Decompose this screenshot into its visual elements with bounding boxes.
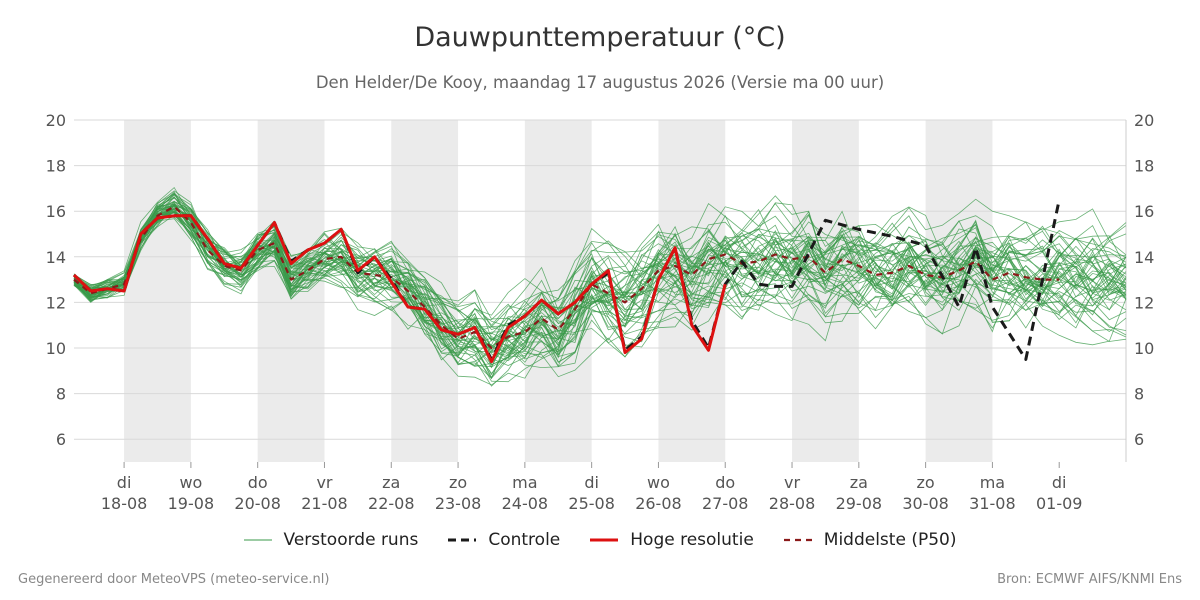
x-tick-date: 31-08 — [969, 494, 1016, 513]
x-tick-date: 01-09 — [1036, 494, 1083, 513]
y-tick-label-left: 12 — [46, 293, 66, 312]
ensemble-member-line — [73, 202, 1127, 356]
median-series-line — [73, 205, 1060, 350]
x-tick-day: di — [584, 473, 599, 492]
y-tick-label-right: 8 — [1134, 385, 1144, 404]
legend-item-high-res: Hoge resolutie — [590, 530, 754, 550]
legend-swatch-median — [783, 538, 812, 542]
x-tick-date: 20-08 — [234, 494, 281, 513]
x-tick-day: ma — [512, 473, 537, 492]
legend-item-control: Controle — [448, 530, 560, 550]
x-tick-day: za — [850, 473, 868, 492]
x-tick-date: 18-08 — [101, 494, 148, 513]
x-tick-day: do — [248, 473, 268, 492]
x-tick-day: zo — [449, 473, 467, 492]
chart-title: Dauwpunttemperatuur (°C) — [414, 22, 786, 53]
y-tick-label-right: 6 — [1134, 430, 1144, 449]
x-tick-day: di — [117, 473, 132, 492]
x-tick-date: 24-08 — [502, 494, 549, 513]
chart-subtitle: Den Helder/De Kooy, maandag 17 augustus … — [315, 73, 885, 92]
x-tick-date: 29-08 — [836, 494, 883, 513]
y-tick-label-left: 16 — [46, 202, 66, 221]
x-tick-date: 27-08 — [702, 494, 749, 513]
x-tick-date: 25-08 — [568, 494, 615, 513]
x-tick-day: di — [1052, 473, 1067, 492]
y-tick-label-left: 8 — [56, 385, 66, 404]
ensemble-member-line — [73, 216, 1127, 359]
x-tick-date: 26-08 — [635, 494, 682, 513]
chart-legend: Verstoorde runs Controle Hoge resolutie … — [0, 530, 1200, 550]
legend-label-high-res: Hoge resolutie — [630, 530, 754, 550]
y-tick-label-left: 18 — [46, 157, 66, 176]
x-tick-day: ma — [980, 473, 1005, 492]
y-tick-label-right: 14 — [1134, 248, 1154, 267]
day-shade-band — [524, 120, 592, 462]
x-tick-day: zo — [917, 473, 935, 492]
x-tick-date: 21-08 — [301, 494, 348, 513]
y-tick-label-left: 14 — [46, 248, 66, 267]
x-tick-day: vr — [316, 473, 332, 492]
footer-source: Bron: ECMWF AIFS/KNMI Ens — [997, 572, 1182, 587]
x-tick-date: 28-08 — [769, 494, 816, 513]
day-shade-band — [124, 120, 191, 462]
legend-swatch-ensemble — [243, 539, 272, 541]
x-tick-day: wo — [647, 473, 670, 492]
y-tick-label-right: 12 — [1134, 293, 1154, 312]
legend-label-ensemble: Verstoorde runs — [283, 530, 419, 550]
ensemble-member-line — [73, 205, 1127, 361]
y-tick-label-left: 10 — [46, 339, 66, 358]
ensemble-member-line — [73, 205, 1127, 366]
legend-label-control: Controle — [488, 530, 561, 550]
y-tick-label-right: 20 — [1134, 111, 1154, 130]
legend-item-ensemble: Verstoorde runs — [243, 530, 419, 550]
y-tick-label-left: 6 — [56, 430, 66, 449]
ensemble-member-line — [73, 193, 1127, 366]
legend-label-median: Middelste (P50) — [823, 530, 957, 550]
x-tick-day: za — [382, 473, 400, 492]
y-tick-label-right: 10 — [1134, 339, 1154, 358]
legend-item-median: Middelste (P50) — [783, 530, 957, 550]
x-tick-date: 23-08 — [435, 494, 482, 513]
high-res-series-line — [72, 214, 727, 364]
x-tick-date: 19-08 — [168, 494, 215, 513]
ensemble-member-line — [73, 203, 1127, 368]
ensemble-member-line — [73, 197, 1127, 335]
ensemble-member-line — [73, 206, 1127, 354]
x-tick-day: vr — [784, 473, 800, 492]
legend-swatch-control — [448, 538, 477, 542]
ensemble-member-line — [73, 211, 1127, 380]
ensemble-member-line — [73, 196, 1127, 387]
x-tick-day: wo — [179, 473, 202, 492]
y-tick-label-right: 16 — [1134, 202, 1154, 221]
y-tick-label-right: 18 — [1134, 157, 1154, 176]
legend-swatch-high-res — [590, 538, 619, 542]
y-tick-label-left: 20 — [46, 111, 66, 130]
x-tick-date: 22-08 — [368, 494, 415, 513]
footer-generator: Gegenereerd door MeteoVPS (meteo-service… — [18, 572, 330, 587]
x-tick-day: do — [715, 473, 735, 492]
x-tick-date: 30-08 — [902, 494, 949, 513]
